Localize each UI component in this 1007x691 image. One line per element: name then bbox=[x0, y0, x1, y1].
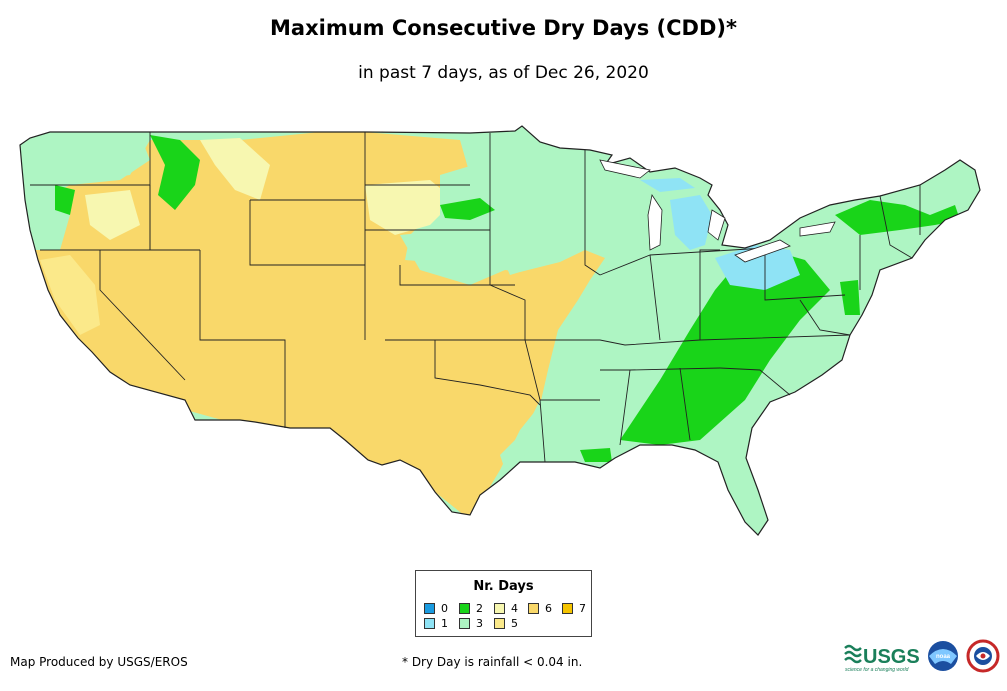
usgs-tagline: science for a changing world bbox=[845, 667, 909, 673]
cdd-region-4-oregon bbox=[85, 190, 140, 240]
cdd-region-3-east-texas bbox=[500, 390, 560, 470]
noaa-logo: noaa bbox=[928, 641, 958, 671]
cdd-region-1-upper-michigan bbox=[640, 178, 695, 192]
legend-swatch-3 bbox=[459, 618, 470, 629]
cdd-region-5-california bbox=[40, 255, 100, 335]
lake-huron bbox=[707, 209, 726, 241]
great-lakes bbox=[599, 159, 836, 263]
legend-swatch-7 bbox=[562, 603, 573, 614]
lake-ontario bbox=[799, 221, 836, 237]
usgs-logo-text: USGS bbox=[863, 646, 920, 668]
cdd-region-2-new-jersey bbox=[840, 280, 860, 315]
legend-swatch-0 bbox=[424, 603, 435, 614]
noaa-logo-text: noaa bbox=[936, 654, 951, 660]
legend-item-6: 6 bbox=[528, 603, 552, 616]
legend-swatch-5 bbox=[494, 618, 505, 629]
cdd-region-3-upper-midwest bbox=[470, 135, 640, 275]
legend-swatch-2 bbox=[459, 603, 470, 614]
usgs-logo: USGS science for a changing world bbox=[844, 644, 920, 673]
cdd-region-3-northwest bbox=[20, 132, 150, 240]
lake-erie bbox=[734, 239, 791, 263]
legend-swatch-4 bbox=[494, 603, 505, 614]
cdd-region-2-appalachia bbox=[620, 250, 830, 445]
us-cdd-map bbox=[19, 125, 981, 536]
cdd-region-4-dakotas bbox=[365, 180, 455, 235]
legend-item-5: 5 bbox=[494, 618, 518, 631]
legend-item-0: 0 bbox=[424, 603, 448, 616]
nws-logo bbox=[966, 639, 1000, 673]
cdd-region-3-nebraska bbox=[400, 225, 505, 285]
cdd-region-2-washington bbox=[55, 185, 75, 215]
legend-swatch-6 bbox=[528, 603, 539, 614]
legend-box: Nr. Days 0 1 2 3 4 5 6 7 bbox=[415, 570, 592, 637]
cdd-region-2-montana bbox=[440, 198, 495, 220]
cdd-region-1-michigan bbox=[670, 195, 712, 250]
map-title: Maximum Consecutive Dry Days (CDD)* bbox=[270, 16, 737, 40]
agency-logos: USGS science for a changing world noaa bbox=[844, 639, 1000, 673]
legend-item-7: 7 bbox=[562, 603, 586, 616]
cdd-region-2-northeast bbox=[835, 200, 960, 235]
legend-swatch-1 bbox=[424, 618, 435, 629]
lake-superior bbox=[599, 159, 651, 179]
legend-item-1: 1 bbox=[424, 618, 448, 631]
legend-item-2: 2 bbox=[459, 603, 483, 616]
lake-michigan bbox=[647, 193, 663, 251]
state-borders bbox=[19, 125, 981, 536]
legend-title: Nr. Days bbox=[473, 579, 534, 594]
map-credit: Map Produced by USGS/EROS bbox=[10, 655, 188, 669]
cdd-region-2-idaho bbox=[150, 135, 200, 210]
dry-day-footnote: * Dry Day is rainfall < 0.04 in. bbox=[402, 655, 583, 669]
legend-item-3: 3 bbox=[459, 618, 483, 631]
legend-item-4: 4 bbox=[494, 603, 518, 616]
cdd-region-6-west bbox=[30, 132, 605, 520]
map-subtitle: in past 7 days, as of Dec 26, 2020 bbox=[358, 63, 649, 83]
cdd-region-4-idaho-montana bbox=[200, 138, 270, 200]
cdd-region-2-louisiana-coast bbox=[580, 448, 612, 462]
